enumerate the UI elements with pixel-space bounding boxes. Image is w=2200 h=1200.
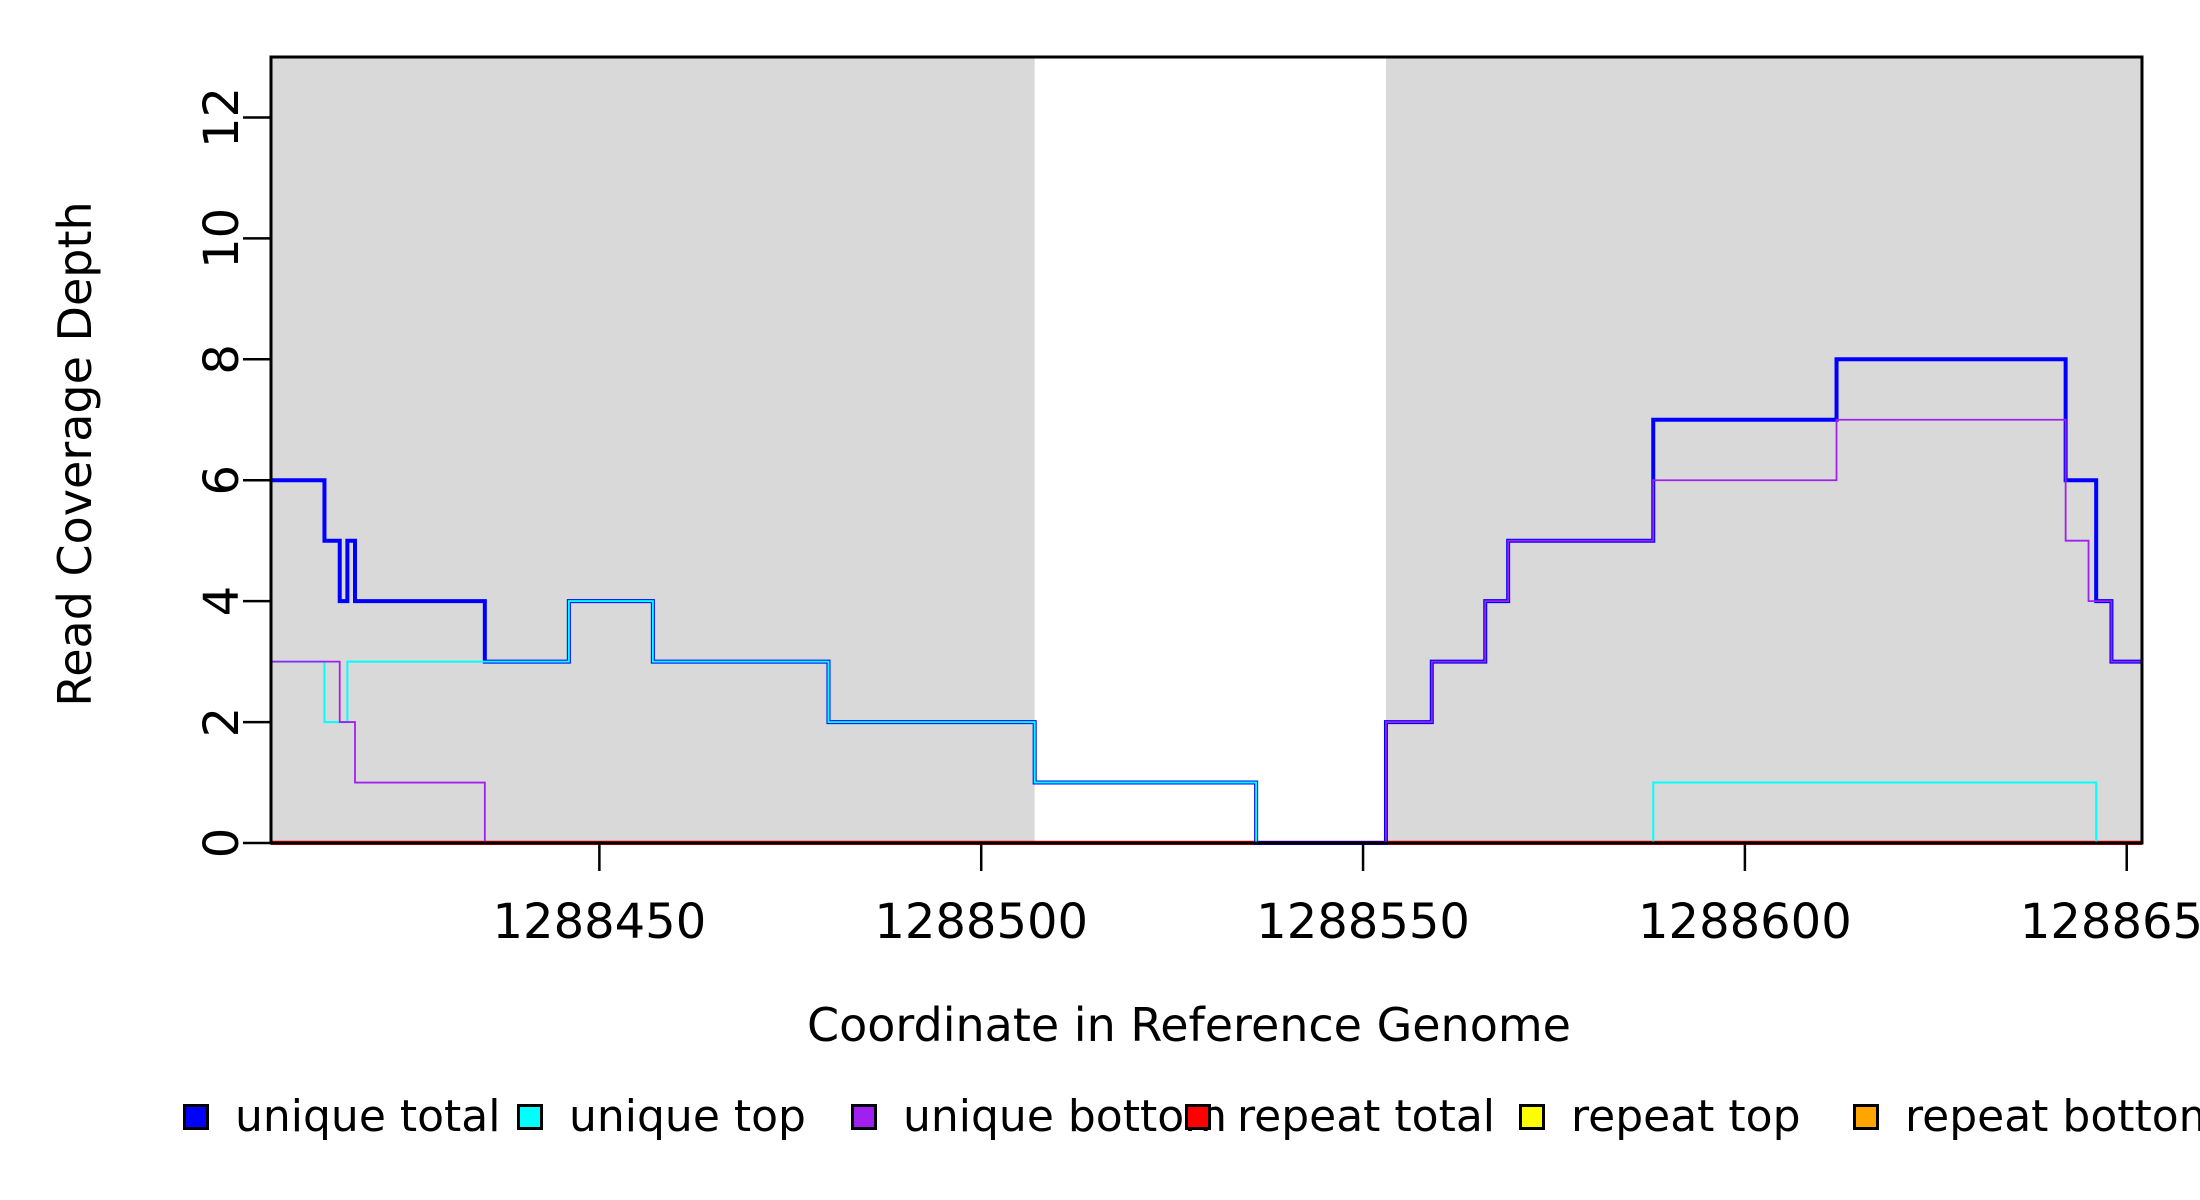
repeat-region-shading	[271, 57, 1035, 843]
x-axis-title: Coordinate in Reference Genome	[807, 998, 1571, 1052]
chart-legend: unique total unique top unique bottom repea…	[0, 1095, 2200, 1165]
y-tick-label: 2	[194, 707, 250, 738]
legend-swatch-icon	[1185, 1104, 1211, 1130]
series-unique-bottom	[271, 418, 2142, 844]
legend-label: unique bottom	[903, 1091, 1228, 1142]
y-tick-label: 10	[194, 208, 250, 269]
repeat-region-shading	[1385, 57, 2142, 843]
legend-label: repeat bottom	[1905, 1091, 2200, 1142]
legend-label: unique top	[569, 1091, 806, 1142]
legend-swatch-icon	[183, 1104, 209, 1130]
legend-item-unique-bottom: unique bottom	[851, 1095, 1227, 1139]
plot-box	[269, 55, 2144, 845]
legend-item-repeat-top: repeat top	[1519, 1095, 1801, 1139]
y-axis-title: Read Coverage Depth	[48, 201, 102, 707]
legend-item-repeat-bottom: repeat bottom	[1853, 1095, 2200, 1139]
legend-item-repeat-total: repeat total	[1185, 1095, 1495, 1139]
x-tick-label: 1288600	[1638, 894, 1852, 950]
legend-label: unique total	[235, 1091, 501, 1142]
legend-swatch-icon	[517, 1104, 543, 1130]
y-tick-label: 12	[194, 87, 250, 148]
y-tick-label: 6	[194, 465, 250, 496]
y-tick-label: 0	[194, 828, 250, 859]
y-tick-label: 8	[194, 344, 250, 375]
x-tick-label: 1288500	[874, 894, 1088, 950]
legend-label: repeat top	[1571, 1091, 1801, 1142]
x-tick-label: 1288450	[492, 894, 706, 950]
legend-swatch-icon	[851, 1104, 877, 1130]
legend-swatch-icon	[1519, 1104, 1545, 1130]
legend-swatch-icon	[1853, 1104, 1879, 1130]
legend-item-unique-total: unique total	[183, 1095, 500, 1139]
y-tick-label: 4	[194, 586, 250, 617]
legend-item-unique-top: unique top	[517, 1095, 806, 1139]
legend-label: repeat total	[1237, 1091, 1496, 1142]
series-unique-top	[271, 600, 2142, 844]
x-tick-label: 1288550	[1256, 894, 1470, 950]
